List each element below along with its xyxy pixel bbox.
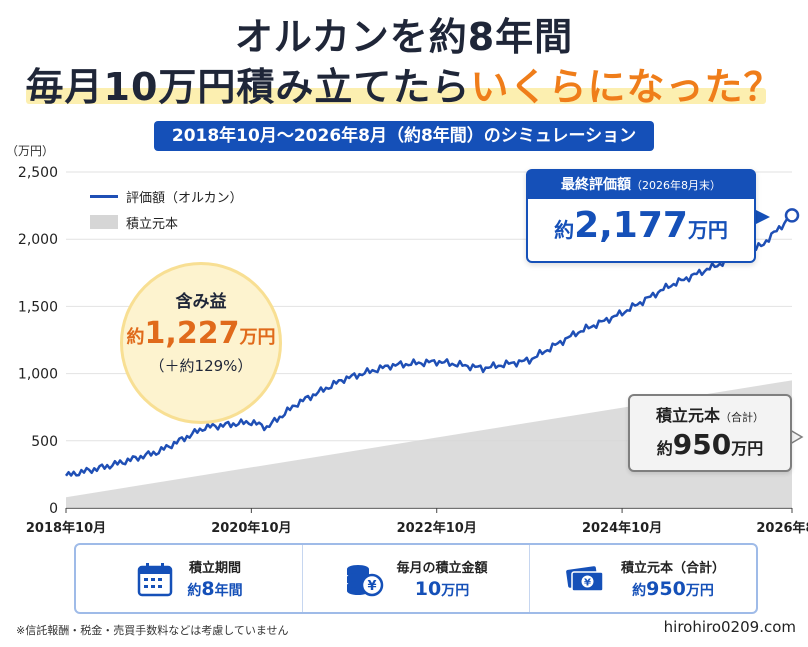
total-unit: 万円 — [685, 583, 714, 599]
principal-suffix: 万円 — [731, 439, 764, 458]
summary-total: ¥ 積立元本（合計） 約950万円 — [529, 545, 756, 612]
summary-bar: 積立期間 約8年間 ¥ 毎月の積立金額 10万円 ¥ 積立元本（合計） 約950… — [74, 543, 758, 614]
final-head-label: 最終評価額 — [561, 177, 631, 193]
title-main: 毎月10万円積み立てたら — [25, 65, 471, 109]
site-link[interactable]: hirohiro0209.com — [663, 618, 796, 636]
gain-title: 含み益 — [175, 292, 227, 312]
monthly-label: 毎月の積立金額 — [396, 561, 488, 576]
total-prefix: 約 — [632, 583, 647, 599]
x-tick-label: 2018年10月 — [26, 520, 106, 536]
gain-callout: 含み益 約1,227万円 （＋約129%） — [120, 262, 282, 424]
gain-percent: （＋約129%） — [149, 357, 253, 375]
y-tick-label: 2,500 — [18, 165, 58, 181]
legend-line-swatch — [90, 194, 118, 198]
final-prefix: 約 — [554, 218, 575, 242]
y-tick-label: 500 — [31, 434, 58, 450]
svg-text:¥: ¥ — [368, 579, 377, 594]
legend-label-value: 評価額（オルカン） — [126, 190, 243, 206]
title-highlight: いくらになった？ — [470, 65, 783, 109]
gain-prefix: 約 — [126, 327, 145, 348]
principal-callout: 積立元本（合計） 約950万円 — [628, 394, 792, 472]
coin-stack-icon: ¥ — [347, 564, 384, 596]
calendar-icon — [138, 562, 173, 596]
principal-head: 積立元本（合計） — [630, 402, 790, 426]
final-head-date: （2026年8月末） — [631, 179, 721, 192]
final-suffix: 万円 — [687, 218, 728, 242]
final-value-callout: 最終評価額（2026年8月末） 約2,177万円 — [526, 169, 756, 263]
title-line-2: 毎月10万円積み立てたらいくらになった？ — [0, 56, 808, 111]
principal-head-label: 積立元本 — [655, 406, 720, 425]
monthly-number: 10 — [414, 578, 442, 600]
final-number: 2,177 — [574, 205, 688, 246]
summary-monthly: ¥ 毎月の積立金額 10万円 — [302, 545, 529, 612]
legend-area-swatch — [90, 215, 118, 229]
footnote: ※信託報酬・税金・売買手数料などは考慮していません — [16, 624, 289, 637]
y-tick-label: 1,000 — [18, 367, 58, 383]
principal-area — [66, 380, 792, 508]
final-value: 約2,177万円 — [528, 205, 754, 246]
gain-suffix: 万円 — [239, 327, 276, 348]
gain-value: 約1,227万円 — [123, 316, 279, 351]
total-number: 950 — [646, 578, 686, 600]
legend-entry-value: 評価額（オルカン） — [90, 183, 243, 209]
principal-head-note: （合計） — [720, 411, 764, 424]
principal-value: 約950万円 — [630, 428, 790, 461]
period-unit: 年間 — [214, 583, 243, 599]
legend-entry-principal: 積立元本 — [90, 209, 243, 235]
chart-legend: 評価額（オルカン） 積立元本 — [90, 183, 243, 235]
period-label: 積立期間 — [188, 561, 241, 576]
period-value: 約8年間 — [187, 578, 242, 600]
legend-label-principal: 積立元本 — [126, 216, 179, 232]
monthly-unit: 万円 — [441, 583, 470, 599]
total-value: 約950万円 — [621, 578, 725, 600]
subtitle-banner: 2018年10月〜2026年8月（約8年間）のシミュレーション — [154, 121, 654, 151]
svg-text:¥: ¥ — [584, 577, 591, 588]
gain-number: 1,227 — [144, 316, 240, 351]
monthly-value: 10万円 — [396, 578, 487, 600]
x-tick-label: 2026年8月 — [756, 520, 808, 536]
principal-number: 950 — [672, 428, 732, 461]
period-number: 8 — [201, 578, 215, 600]
value-line — [64, 214, 793, 477]
final-head: 最終評価額（2026年8月末） — [528, 171, 754, 199]
y-tick-label: 2,000 — [18, 232, 58, 248]
x-tick-label: 2020年10月 — [211, 520, 291, 536]
final-callout-pointer — [754, 209, 770, 225]
y-tick-label: 1,500 — [18, 299, 58, 315]
x-tick-label: 2024年10月 — [582, 520, 662, 536]
principal-prefix: 約 — [656, 439, 673, 458]
total-label: 積立元本（合計） — [620, 561, 725, 576]
y-unit-label: （万円） — [6, 144, 55, 158]
end-point-marker — [784, 208, 800, 223]
title-line-1: オルカンを約8年間 — [234, 15, 574, 59]
period-prefix: 約 — [187, 583, 202, 599]
summary-period: 積立期間 約8年間 — [76, 545, 302, 612]
banknotes-icon: ¥ — [566, 565, 604, 592]
y-tick-label: 0 — [49, 501, 58, 517]
x-tick-label: 2022年10月 — [397, 520, 477, 536]
